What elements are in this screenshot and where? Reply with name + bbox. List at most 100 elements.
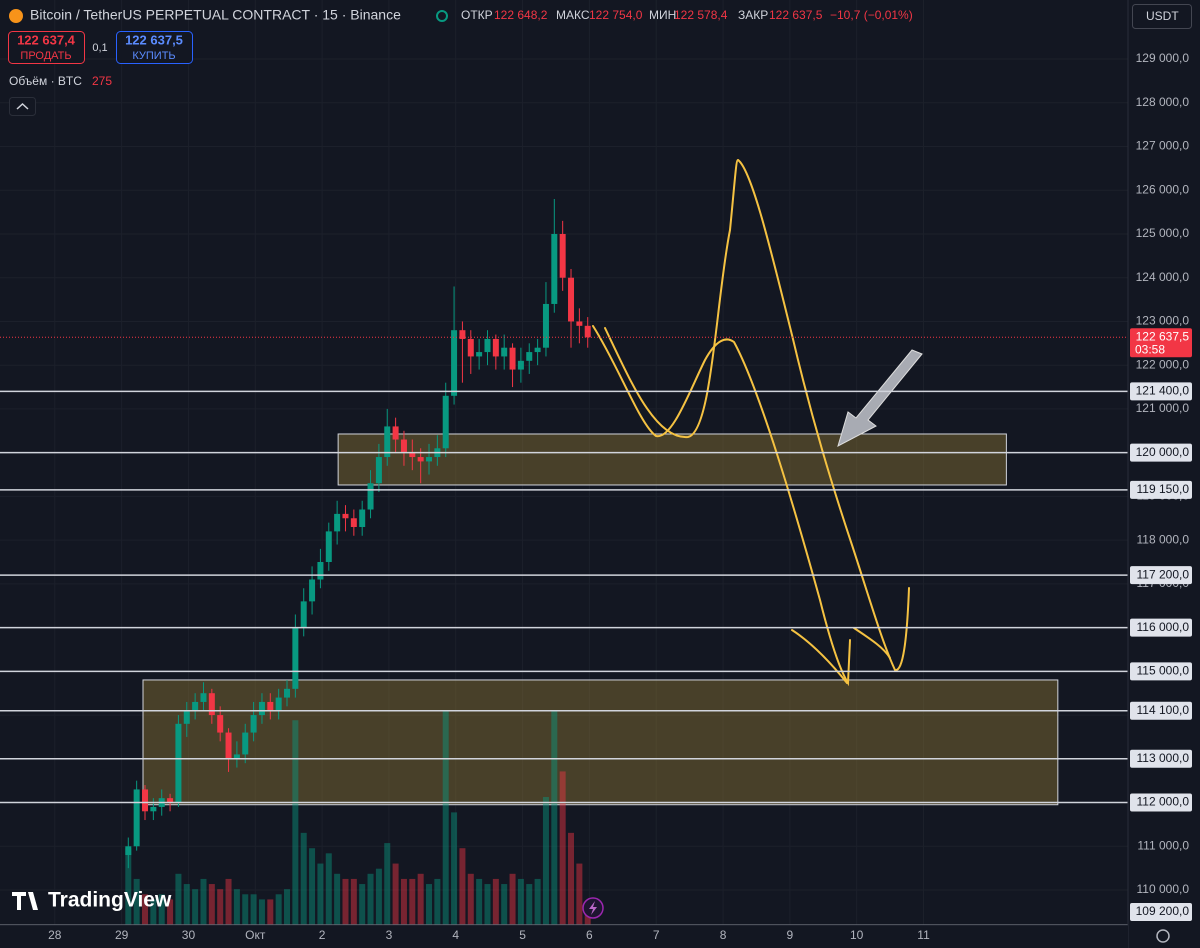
volume <box>125 710 591 925</box>
candle-body <box>208 693 215 716</box>
status-icon <box>436 10 448 22</box>
candle-body <box>133 789 140 847</box>
volume-bar <box>367 873 374 925</box>
level-label: 113 000,0 <box>1137 751 1190 765</box>
volume-bar <box>133 878 140 925</box>
x-tick-label: Окт <box>245 928 266 942</box>
volume-bar <box>250 894 257 925</box>
candle-body <box>509 347 516 370</box>
volume-bar <box>492 878 499 925</box>
candle-body <box>150 806 157 812</box>
candle-body <box>559 233 566 278</box>
logo-icon <box>12 892 38 910</box>
candle-body <box>217 715 224 733</box>
volume-bar <box>317 863 324 925</box>
volume-bar <box>451 812 458 925</box>
candle-body <box>568 277 575 322</box>
x-tick-label: 3 <box>386 928 393 942</box>
buy-label: КУПИТЬ <box>132 50 175 62</box>
candle-body <box>517 360 524 370</box>
volume-bar <box>342 878 349 925</box>
candle-body <box>492 338 499 357</box>
level-label: 116 000,0 <box>1137 620 1190 634</box>
candle-body <box>409 452 416 458</box>
candle-body <box>300 601 307 628</box>
candle-body <box>484 338 491 353</box>
candle-body <box>292 627 299 689</box>
chevron <box>16 102 29 110</box>
candle-body <box>442 395 449 449</box>
volume-bar <box>334 873 341 925</box>
header: Bitcoin / TetherUS PERPETUAL CONTRACT · … <box>8 4 1192 943</box>
settings-button[interactable] <box>1156 929 1170 943</box>
volume-bar <box>526 884 533 925</box>
buy-price: 122 637,5 <box>125 32 183 47</box>
ohlc-value: 122 754,0 <box>589 8 643 22</box>
candle-body <box>451 330 458 396</box>
candle-body <box>242 732 249 755</box>
candle-body <box>576 321 583 326</box>
candle-body <box>167 798 174 803</box>
level-label-bg <box>1130 749 1192 768</box>
volume-bar <box>375 868 382 925</box>
last-price-timer: 03:58 <box>1135 342 1165 356</box>
y-tick-label: 110 000,0 <box>1137 882 1190 896</box>
volume-bar <box>584 910 591 925</box>
candle-body <box>476 352 483 357</box>
x-tick-label: 9 <box>787 928 794 942</box>
candle-body <box>459 330 466 339</box>
candle-body <box>125 846 132 856</box>
candle-body <box>392 426 399 440</box>
volume-label: Объём · BTC <box>9 74 82 88</box>
candle-body <box>375 457 382 484</box>
level-label: 121 400,0 <box>1136 384 1190 398</box>
candle-body <box>534 347 541 353</box>
volume-bar <box>267 899 274 925</box>
candle-body <box>417 457 424 462</box>
ohlc-label: ОТКР <box>461 8 493 22</box>
last-price-bg <box>1130 328 1192 358</box>
volume-bar <box>384 843 391 925</box>
volume-bar <box>325 853 332 925</box>
buy-button[interactable] <box>116 31 193 64</box>
y-tick-label: 127 000,0 <box>1136 139 1190 153</box>
level-label-bg <box>1130 443 1192 462</box>
x-tick-label: 30 <box>182 928 196 942</box>
candle-body <box>584 325 591 338</box>
ohlc-value: 122 637,5 <box>769 8 823 22</box>
level-label: 114 100,0 <box>1137 703 1190 717</box>
candle-body <box>225 732 232 759</box>
volume-bar <box>509 873 516 925</box>
volume-bar <box>158 894 165 925</box>
volume-bar <box>484 884 491 925</box>
candle-body <box>317 561 324 580</box>
ohlc-value: 122 648,2 <box>494 8 548 22</box>
candle-body <box>400 439 407 453</box>
level-label-bg <box>1130 793 1192 812</box>
sell-button[interactable] <box>8 31 85 64</box>
sell-label: ПРОДАТЬ <box>20 50 71 62</box>
level-label-bg <box>1130 903 1192 921</box>
volume-bar <box>142 894 149 925</box>
candle-body <box>350 518 357 528</box>
candle-body <box>233 754 240 759</box>
volume-bar <box>409 878 416 925</box>
volume-bar <box>284 889 291 925</box>
candles <box>125 198 591 869</box>
volume-bar <box>192 889 199 925</box>
candle-body <box>309 579 316 602</box>
sell-price: 122 637,4 <box>17 32 76 47</box>
lightning-icon <box>589 901 597 915</box>
currency-select[interactable] <box>1132 4 1192 29</box>
volume-bar <box>309 848 316 925</box>
candle-body <box>501 347 508 357</box>
zone <box>142 679 1059 806</box>
collapse-button[interactable] <box>9 97 36 116</box>
coin-icon <box>9 9 23 23</box>
candle-body <box>426 457 433 462</box>
level-label: 120 000,0 <box>1136 445 1190 459</box>
candle-body <box>275 697 282 711</box>
drawing <box>604 158 910 671</box>
volume-bar <box>359 884 366 925</box>
volume-bar <box>200 878 207 925</box>
